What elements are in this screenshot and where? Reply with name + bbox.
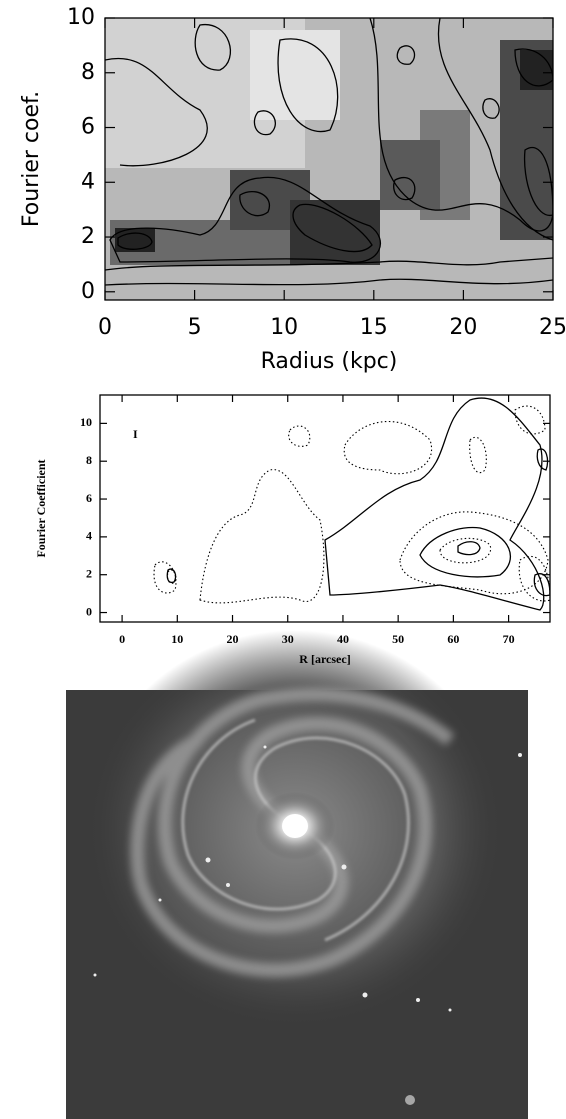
- y-axis-label: Fourier coef.: [19, 91, 44, 227]
- intensity-map: [105, 18, 553, 300]
- y-tick-label: 4: [81, 169, 95, 194]
- y-tick-label: 6: [81, 115, 95, 140]
- x-tick-label: 10: [270, 315, 298, 340]
- annotation: I: [133, 427, 138, 441]
- x-tick-label: 5: [188, 315, 202, 340]
- x-tick-label: 60: [447, 632, 459, 646]
- x-tick-label: 20: [449, 315, 477, 340]
- x-tick-label: 70: [503, 632, 515, 646]
- y-tick-label: 2: [86, 566, 92, 580]
- x-tick-label: 0: [98, 315, 112, 340]
- plot-frame: [99, 394, 551, 623]
- y-tick-label: 0: [86, 604, 92, 618]
- x-tick-label: 15: [360, 315, 388, 340]
- chart-panel: 0 5 10 15 20 25 0 2 4 6 8 10 Radius (kpc) Fourier coe…: [19, 5, 566, 374]
- y-tick-label: 6: [86, 491, 92, 505]
- x-tick-label: 25: [539, 315, 566, 340]
- chart-panel: 0 10 20 30 40 50 60 70 0 2 4 6 8 10 R [arcsec] Fourier …: [34, 394, 551, 666]
- galaxy-image: [66, 630, 528, 1119]
- x-tick-label: 50: [392, 632, 404, 646]
- x-tick-label: 40: [337, 632, 349, 646]
- y-axis-label: Fourier Coefficient: [34, 459, 48, 557]
- y-tick-label: 10: [80, 415, 92, 429]
- plot-frame: [104, 17, 554, 301]
- x-axis-label: Radius (kpc): [261, 349, 398, 374]
- y-tick-label: 0: [81, 279, 95, 304]
- y-tick-label: 4: [86, 529, 92, 543]
- x-axis-label: R [arcsec]: [299, 652, 350, 666]
- y-tick-label: 10: [67, 5, 95, 30]
- y-tick-label: 8: [81, 60, 95, 85]
- x-tick-label: 10: [171, 632, 183, 646]
- x-tick-label: 20: [227, 632, 239, 646]
- y-tick-label: 8: [86, 453, 92, 467]
- y-tick-label: 2: [81, 224, 95, 249]
- contours: [153, 397, 550, 611]
- x-tick-label: 0: [119, 632, 125, 646]
- x-tick-label: 30: [282, 632, 294, 646]
